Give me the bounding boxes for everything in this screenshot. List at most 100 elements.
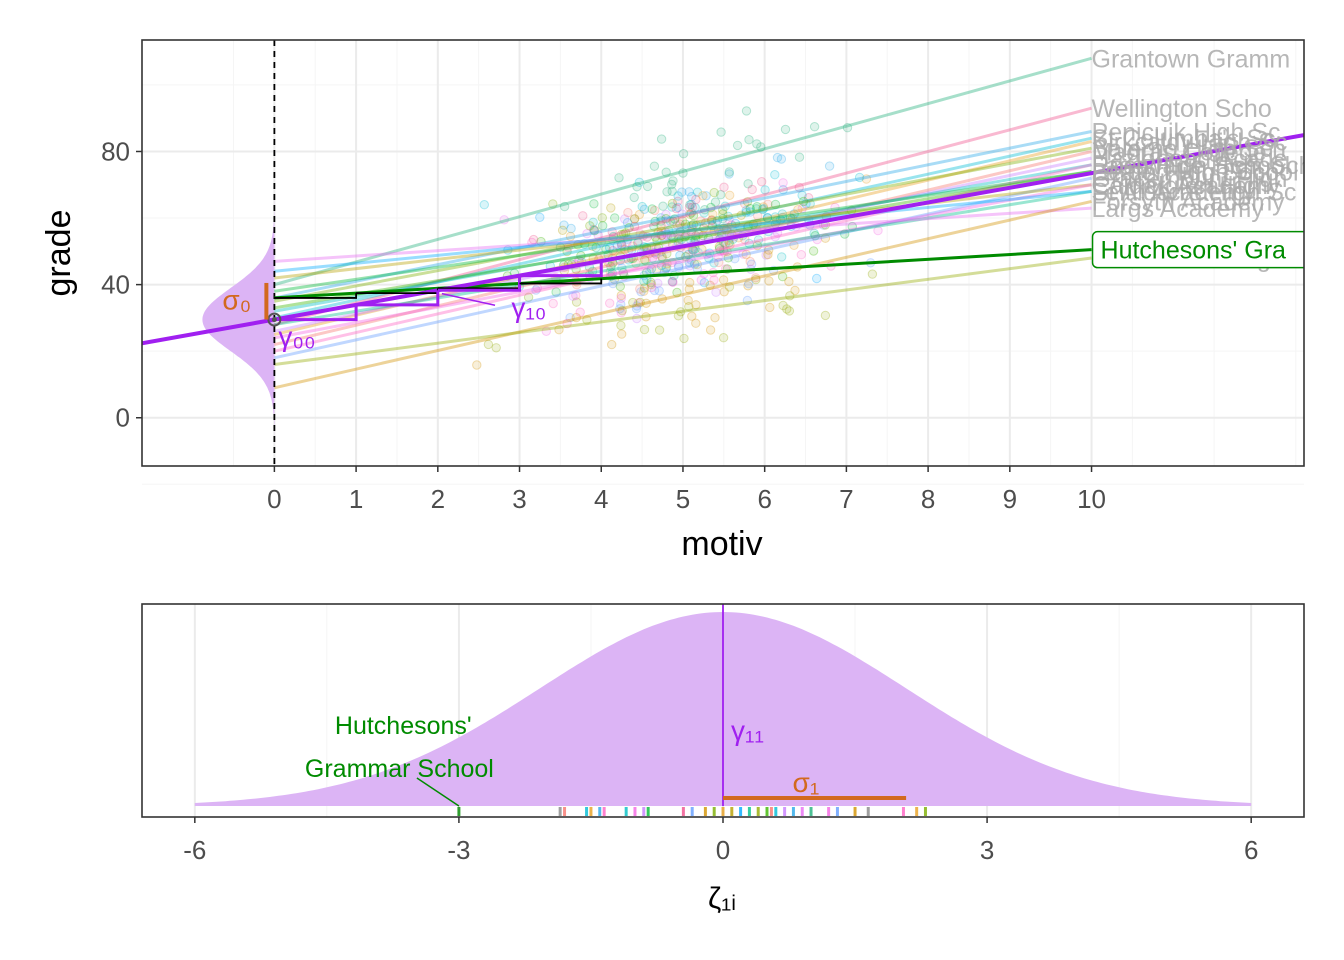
data-point xyxy=(667,257,677,268)
data-point xyxy=(722,223,732,233)
school-label: Kirkcaldy High Sc xyxy=(1092,129,1288,157)
school-line xyxy=(274,189,1092,273)
data-point xyxy=(751,274,761,285)
data-point xyxy=(667,276,677,287)
data-point xyxy=(573,240,583,250)
data-point xyxy=(616,293,626,303)
data-point xyxy=(541,326,551,336)
data-point xyxy=(642,181,653,192)
data-point xyxy=(711,218,721,229)
data-point xyxy=(785,213,796,223)
data-point xyxy=(628,241,638,251)
data-point xyxy=(780,124,791,135)
data-point xyxy=(701,218,711,228)
data-point xyxy=(616,237,626,248)
data-point xyxy=(579,239,590,249)
data-point xyxy=(719,287,729,297)
data-point xyxy=(752,240,763,251)
data-point xyxy=(596,237,606,247)
top-y-axis-title: grade xyxy=(40,210,78,297)
data-point xyxy=(710,197,721,207)
data-point xyxy=(608,234,618,245)
data-point xyxy=(683,295,693,305)
school-line xyxy=(274,176,1092,360)
fixed-effect-line xyxy=(142,133,1304,346)
x-tick-label: 9 xyxy=(1003,484,1017,514)
data-point xyxy=(608,231,619,242)
school-label: Madras College xyxy=(1092,138,1267,166)
data-point xyxy=(724,282,735,292)
data-point xyxy=(483,339,494,350)
x-tick-label: 7 xyxy=(839,484,853,514)
bottom-annotations: γ₁₁ σ₁ Hutchesons' Grammar School xyxy=(305,604,907,807)
data-point xyxy=(618,229,629,239)
data-point xyxy=(675,250,685,261)
data-point xyxy=(641,298,651,308)
x-tick-label: 8 xyxy=(921,484,935,514)
data-point xyxy=(639,324,650,335)
data-point xyxy=(840,229,850,239)
data-point xyxy=(709,258,719,268)
data-point xyxy=(718,333,729,343)
y-tick-label: 40 xyxy=(101,270,130,300)
data-point xyxy=(777,271,788,282)
data-point xyxy=(664,226,674,236)
school-line xyxy=(274,183,1092,340)
x-tick-label: 3 xyxy=(512,484,526,514)
data-point xyxy=(713,224,724,234)
data-point xyxy=(674,260,684,271)
data-point xyxy=(661,263,671,274)
school-line xyxy=(273,56,1092,287)
data-point xyxy=(491,343,501,353)
data-point xyxy=(741,205,751,216)
data-point xyxy=(743,179,753,189)
data-point xyxy=(637,201,647,212)
data-point xyxy=(724,214,734,225)
school-line xyxy=(274,199,1092,390)
data-point xyxy=(589,199,599,209)
data-point xyxy=(712,216,723,226)
data-point xyxy=(809,122,820,132)
bottom-x-axis-title: ζ₁ᵢ xyxy=(708,882,736,915)
data-point xyxy=(757,177,767,187)
data-point xyxy=(820,233,831,243)
data-point xyxy=(692,259,702,270)
data-point xyxy=(701,191,711,201)
data-point xyxy=(629,214,640,224)
slope-rug xyxy=(457,807,927,816)
data-point xyxy=(677,187,687,197)
data-point xyxy=(672,229,683,239)
school-line xyxy=(274,169,1092,310)
data-point xyxy=(646,282,657,293)
data-point xyxy=(725,190,735,201)
gamma00-label: γ₀₀ xyxy=(278,321,315,352)
data-point xyxy=(672,287,682,298)
data-point xyxy=(714,243,725,254)
data-point xyxy=(725,240,735,250)
data-point xyxy=(604,243,615,253)
data-point xyxy=(687,311,697,321)
data-point xyxy=(751,273,761,283)
data-point xyxy=(617,306,627,316)
data-point xyxy=(741,249,751,260)
school-label: Largs Academy xyxy=(1092,195,1265,223)
data-point xyxy=(743,221,754,231)
data-point xyxy=(598,221,608,231)
data-point xyxy=(642,232,652,242)
y-tick-label: 80 xyxy=(101,136,130,166)
data-point xyxy=(571,290,581,301)
data-point xyxy=(575,307,585,317)
data-point xyxy=(741,207,751,218)
data-point xyxy=(719,247,729,257)
school-label: Forsyth Academy xyxy=(1092,188,1286,216)
data-point xyxy=(762,212,773,223)
top-annotations: σ₀ γ₀₀ γ₁₀ xyxy=(222,282,546,352)
x-tick-label: 10 xyxy=(1077,484,1106,514)
data-point xyxy=(650,232,661,242)
x-tick-label: -3 xyxy=(447,835,470,865)
data-point xyxy=(672,220,682,230)
data-point xyxy=(661,237,671,247)
data-point xyxy=(639,242,649,252)
data-point xyxy=(605,267,615,277)
data-point xyxy=(620,244,630,255)
